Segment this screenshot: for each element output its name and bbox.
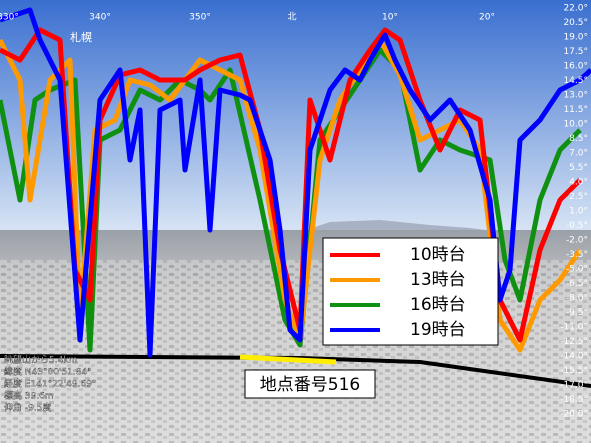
- elevation-label: 2.5°: [569, 192, 588, 202]
- elevation-label: 22.0°: [563, 4, 588, 14]
- elevation-label: -11.0°: [560, 323, 588, 333]
- elevation-label: -18.5°: [560, 395, 588, 405]
- elevation-label: -12.5°: [560, 337, 588, 347]
- place-label: 札幌: [70, 30, 92, 44]
- elevation-label: 16.0°: [563, 62, 588, 72]
- elevation-label: -9.5°: [566, 308, 588, 318]
- elevation-label: 20.5°: [563, 18, 588, 28]
- compass-label: 350°: [189, 13, 211, 23]
- elevation-label: -5.0°: [566, 265, 588, 275]
- elevation-label: -3.5°: [566, 250, 588, 260]
- info-line: 仰角 -9.5度: [4, 402, 51, 414]
- elevation-label: -17.0°: [560, 381, 588, 391]
- profile-lines: [0, 7, 591, 358]
- elevation-label: -8.0°: [566, 294, 588, 304]
- compass-label: 20°: [479, 13, 495, 23]
- elevation-label: -6.5°: [566, 279, 588, 289]
- elevation-label: 8.5°: [569, 134, 588, 144]
- info-line: 経度 E141°22'49.69": [4, 378, 96, 390]
- elevation-label: 1.0°: [569, 207, 588, 217]
- compass-label: 340°: [89, 13, 111, 23]
- elevation-label: -14.0°: [560, 352, 588, 362]
- elevation-label: 4.0°: [569, 178, 588, 188]
- info-line: 眺望山から5.4km: [4, 354, 77, 366]
- compass-label: 北: [287, 12, 296, 23]
- elevation-label: 13.0°: [563, 91, 588, 101]
- point-label: 地点番号516: [260, 375, 360, 395]
- legend-label: 16時台: [410, 295, 466, 315]
- elevation-label: -20.0°: [560, 410, 588, 420]
- info-line: 標高 39.6m: [4, 390, 54, 402]
- elevation-label: -15.5°: [560, 366, 588, 376]
- elevation-label: 17.5°: [563, 47, 588, 57]
- legend-label: 13時台: [410, 270, 466, 290]
- compass-label: 10°: [382, 13, 398, 23]
- mountains: [300, 220, 500, 232]
- info-line: 緯度 N43°00'51.84": [4, 366, 91, 378]
- elevation-label: 14.5°: [563, 76, 588, 86]
- viewpoint-line: [239, 354, 337, 365]
- elevation-label: 7.0°: [569, 149, 588, 159]
- elevation-label: -0.5°: [566, 221, 588, 231]
- elevation-label: 19.0°: [563, 33, 588, 43]
- compass-label: 330°: [0, 13, 19, 23]
- elevation-label: -2.0°: [566, 236, 588, 246]
- legend-label: 10時台: [410, 245, 466, 265]
- legend-label: 19時台: [410, 320, 466, 340]
- elevation-label: 5.5°: [569, 163, 588, 173]
- elevation-label: 11.5°: [563, 105, 588, 115]
- elevation-label: 10.0°: [563, 120, 588, 130]
- point-label-box: [244, 369, 376, 399]
